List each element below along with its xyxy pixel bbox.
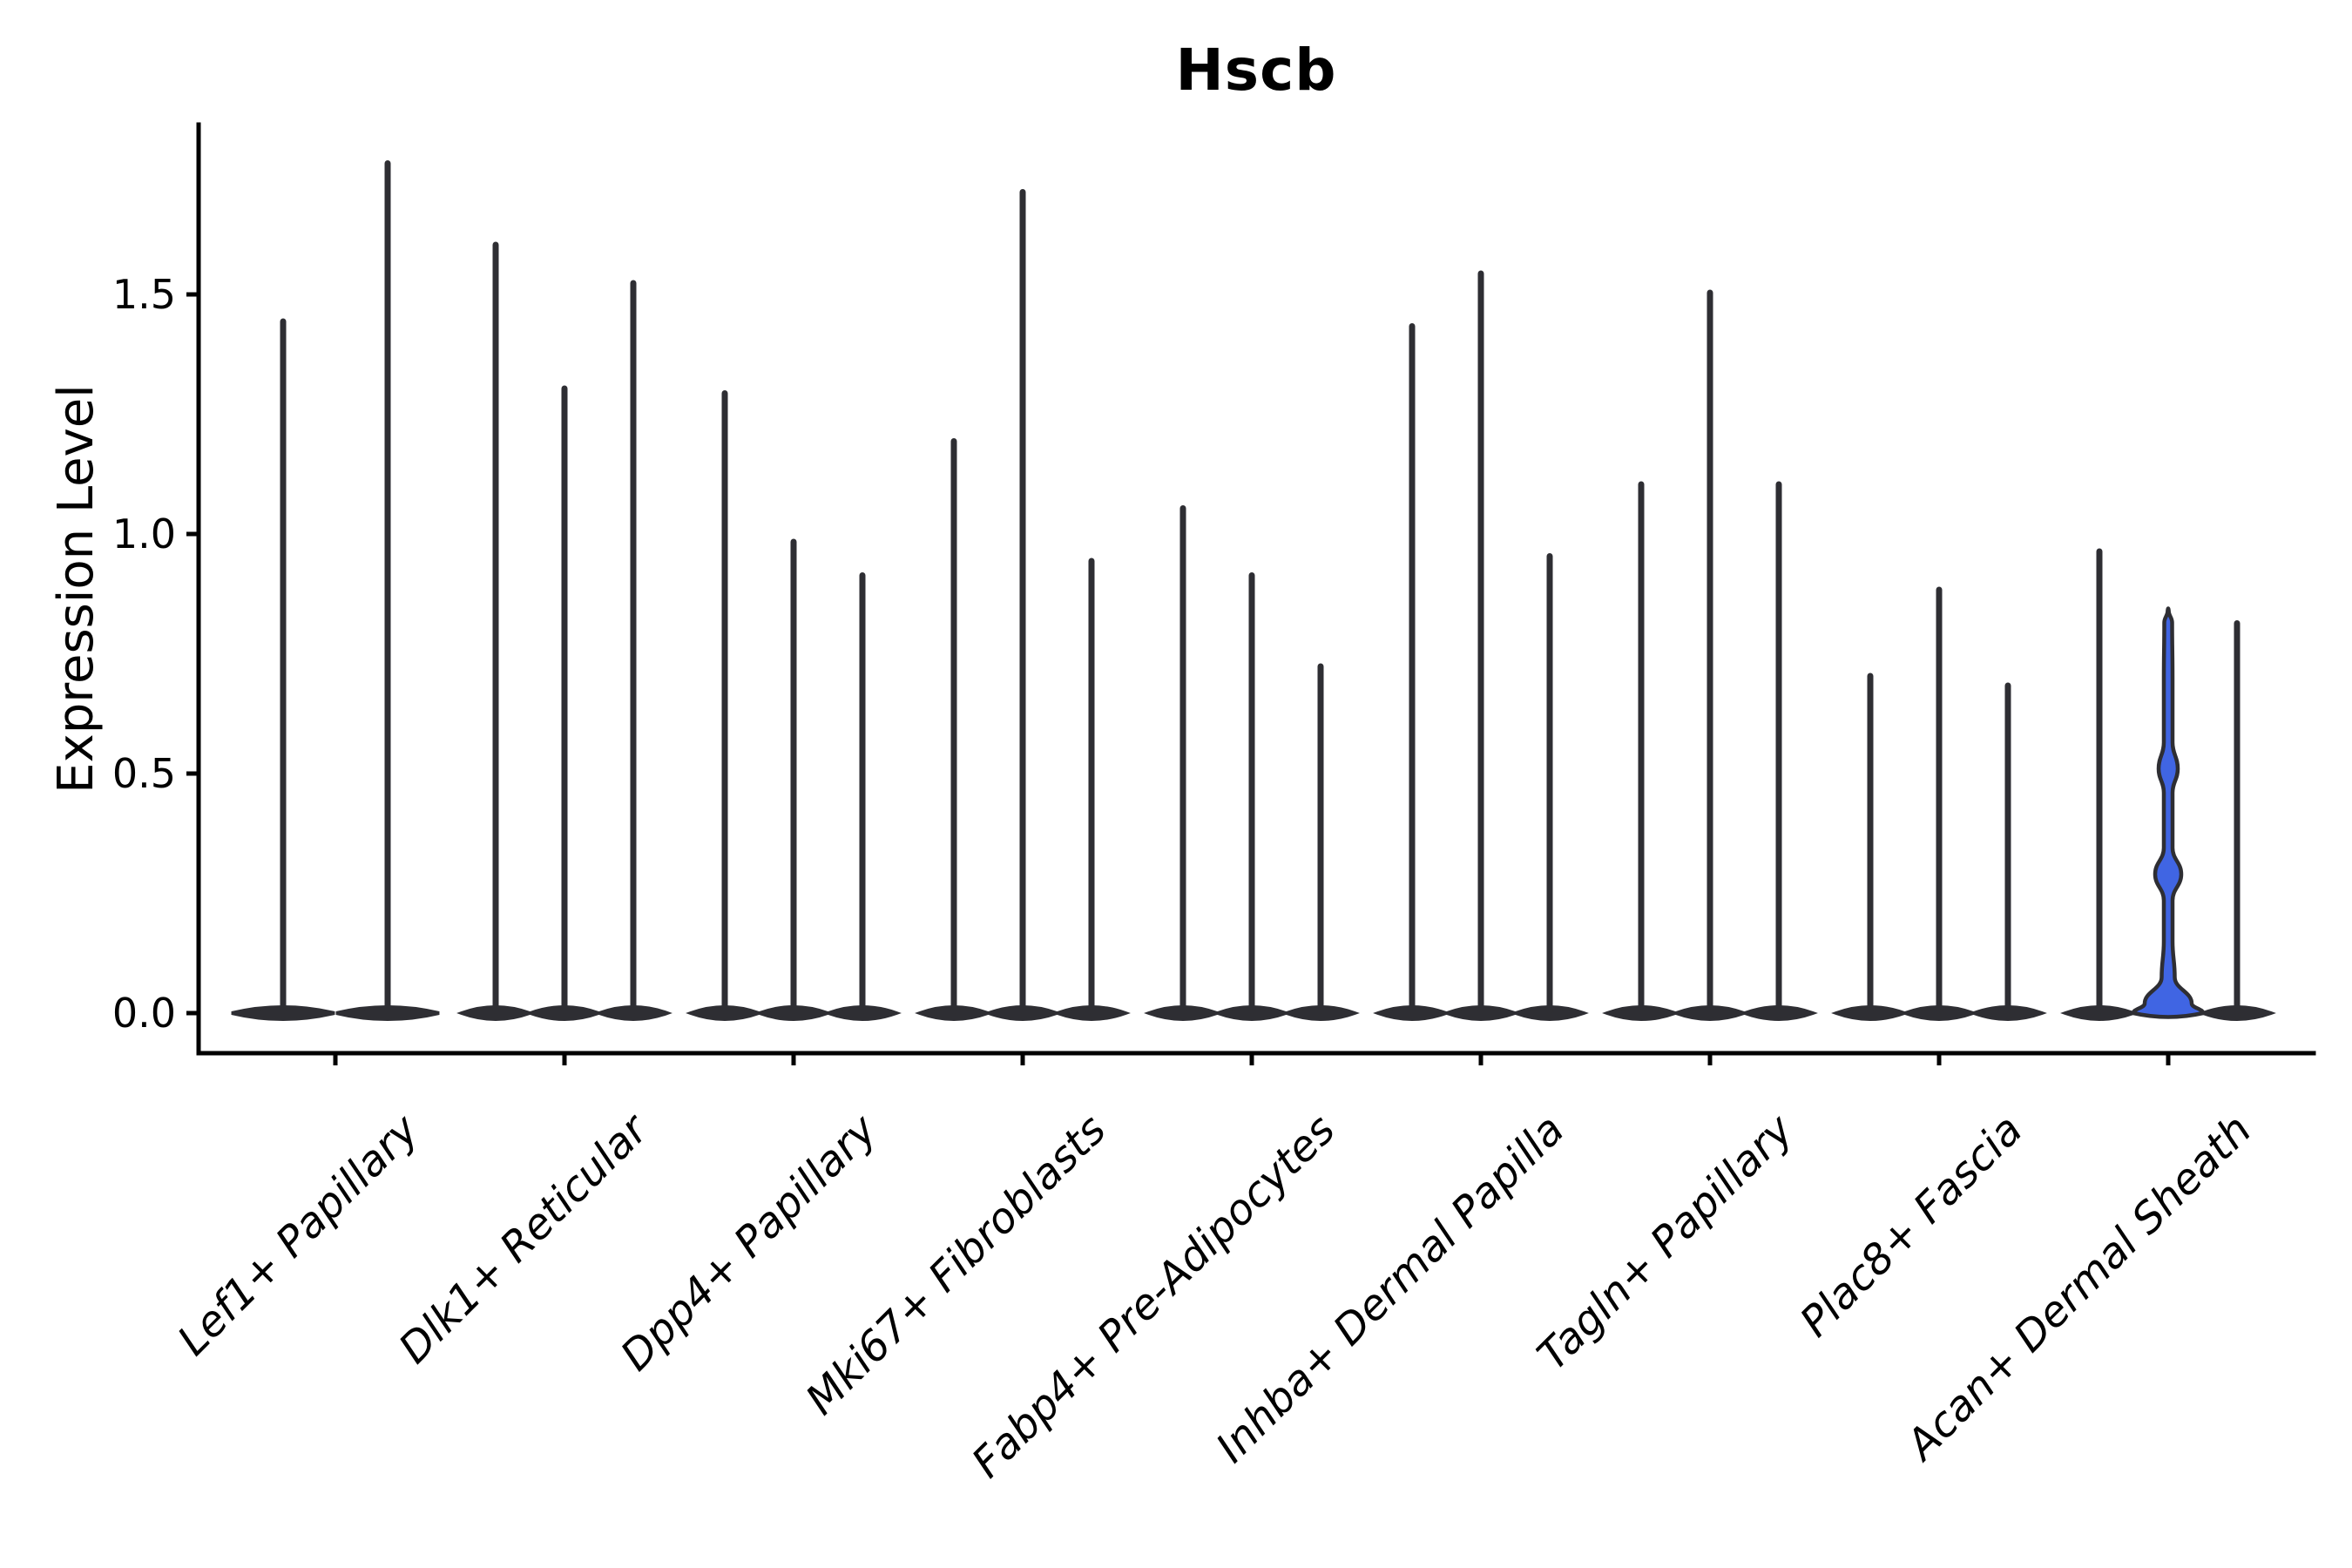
x-tick-label: Fabp4+ Pre-Adipocytes [963,1105,1345,1488]
x-tick-label: Plac8+ Fascia [1791,1105,2032,1347]
axis-spines [196,122,2316,1056]
chart-title: Hscb [1175,37,1337,104]
y-tick-label: 0.5 [112,750,176,797]
y-tick-label: 0.0 [112,990,176,1037]
violin-shaped-blue [2131,606,2206,1019]
x-tick-label: Lef1+ Papillary [168,1105,429,1365]
y-tick-label: 1.0 [112,510,176,558]
x-tick-label: Dlk1+ Reticular [389,1104,659,1374]
x-tick-label: Dpp4+ Papillary [612,1105,887,1380]
y-tick-label: 1.5 [112,271,176,318]
x-tick-label: Tagln+ Papillary [1528,1105,1803,1380]
